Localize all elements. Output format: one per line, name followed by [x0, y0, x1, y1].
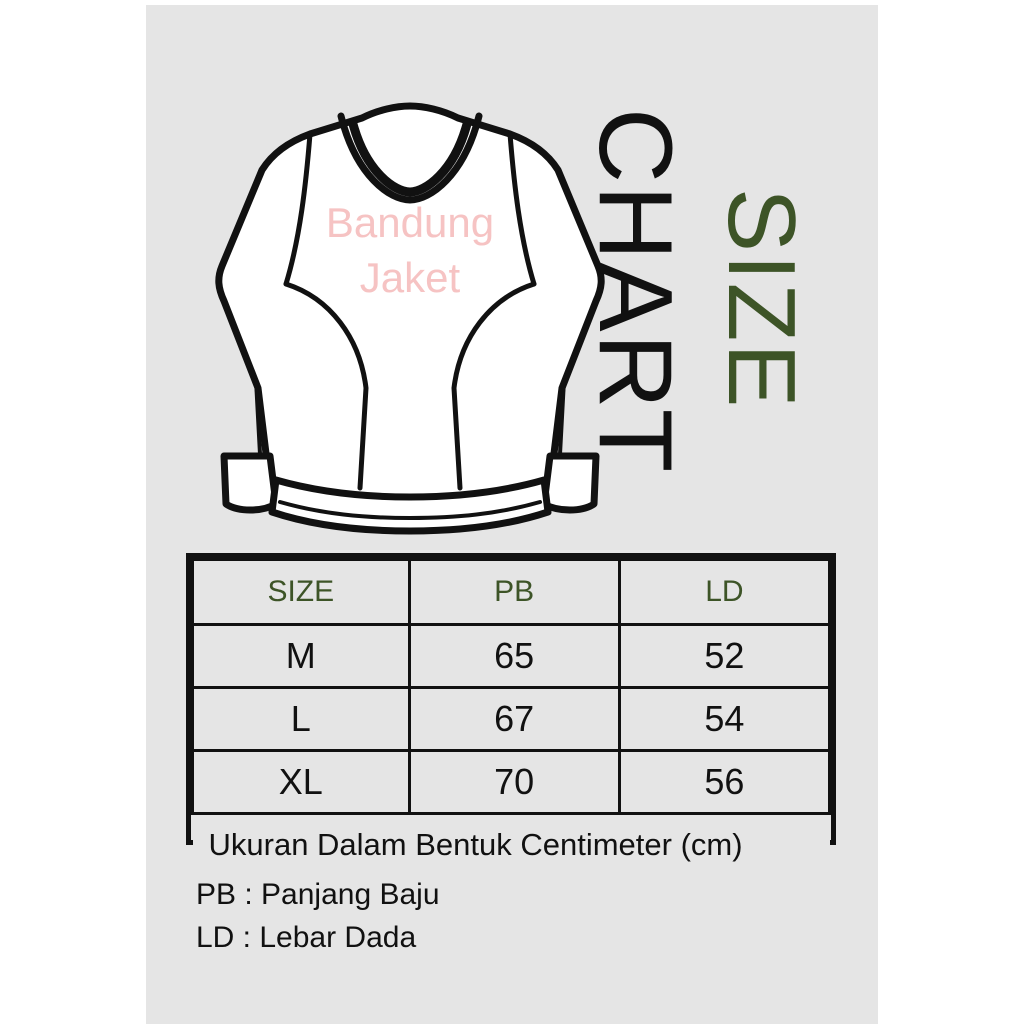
page-title: CHART SIZE	[577, 90, 863, 540]
table-row: L 67 54	[191, 686, 832, 752]
size-table-container: SIZE PB LD M 65 52 L 67 54 XL 70 56	[186, 553, 836, 875]
table-unit-note-row: Ukuran Dalam Bentuk Centimeter (cm)	[192, 812, 830, 875]
cell-size: L	[191, 686, 411, 752]
unit-note: Ukuran Dalam Bentuk Centimeter (cm)	[192, 812, 830, 875]
cell-pb: 67	[407, 686, 621, 752]
title-word-chart: CHART	[577, 108, 693, 475]
cell-pb: 70	[407, 749, 621, 815]
table-header-row: SIZE PB LD	[191, 558, 832, 626]
cell-size: XL	[191, 749, 411, 815]
cell-ld: 52	[617, 623, 832, 689]
table-row: XL 70 56	[191, 749, 832, 815]
cell-ld: 56	[617, 749, 832, 815]
cell-ld: 54	[617, 686, 832, 752]
column-header-size: SIZE	[191, 558, 411, 626]
column-header-ld: LD	[617, 558, 832, 626]
sweatshirt-svg	[215, 102, 605, 535]
sweatshirt-illustration	[210, 88, 610, 543]
size-table: SIZE PB LD M 65 52 L 67 54 XL 70 56	[191, 558, 832, 875]
cell-size: M	[191, 623, 411, 689]
table-row: M 65 52	[191, 623, 832, 689]
column-header-pb: PB	[407, 558, 621, 626]
title-word-size: SIZE	[708, 188, 815, 410]
cell-pb: 65	[407, 623, 621, 689]
legend-item-ld: LD : Lebar Dada	[196, 920, 417, 954]
legend: PB : Panjang Baju LD : Lebar Dada	[196, 874, 440, 959]
legend-item-pb: PB : Panjang Baju	[196, 878, 440, 911]
